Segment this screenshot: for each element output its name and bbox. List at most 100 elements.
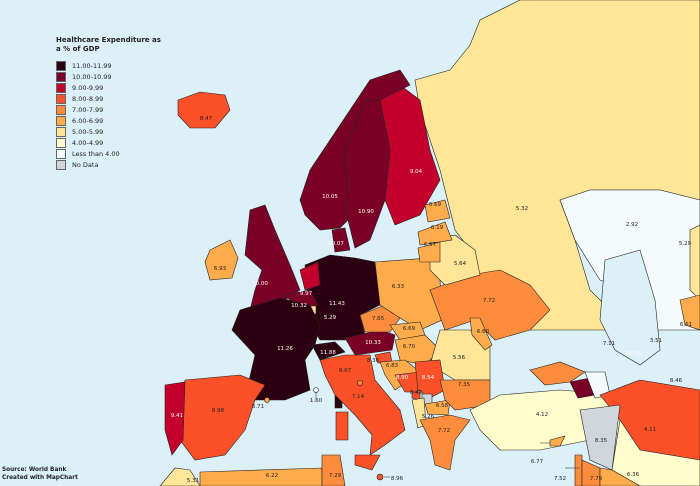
label: 8.35: [595, 438, 608, 444]
label: 6.71: [252, 404, 264, 410]
region-6.69-north[interactable]: [424, 199, 451, 223]
label: 11.26: [277, 346, 293, 352]
region-1.60[interactable]: [313, 387, 319, 393]
region-11.26[interactable]: [231, 297, 321, 401]
region-7.72-south[interactable]: [419, 414, 471, 471]
legend-swatch: [56, 93, 66, 104]
legend-label: 4.00-4.99: [72, 138, 104, 147]
legend-item: 9.00-9.99: [56, 82, 166, 93]
legend-item: 11.00-11.99: [56, 60, 166, 71]
legend-swatch: [56, 104, 66, 115]
legend-item: 6.00-6.99: [56, 115, 166, 126]
label: 6.22: [266, 473, 278, 479]
legend-item: No Data: [56, 159, 166, 170]
label: 10.07: [328, 241, 344, 247]
region-9.97[interactable]: [299, 261, 321, 291]
label: 6.36: [627, 472, 640, 478]
region-6.58[interactable]: [424, 399, 451, 416]
label: 8.42: [410, 390, 422, 396]
label: 8.90: [396, 375, 409, 381]
label: 10.03: [625, 351, 641, 357]
legend-swatch: [56, 82, 66, 93]
region-6.36[interactable]: [599, 467, 641, 486]
region-11.88[interactable]: [311, 341, 346, 361]
label: 6.70: [403, 344, 416, 350]
region-8.54[interactable]: [414, 359, 446, 399]
label: 5.56: [453, 355, 466, 361]
legend-swatch: [56, 71, 66, 82]
region-6.93[interactable]: [204, 239, 239, 281]
label: 11.88: [320, 350, 336, 356]
label: 8.30: [367, 358, 380, 364]
label: 1.60: [310, 398, 323, 404]
label: 4.12: [536, 412, 548, 418]
region-7.35[interactable]: [439, 379, 491, 411]
region-5.64[interactable]: [429, 234, 481, 286]
region-6.77[interactable]: [549, 435, 566, 447]
region-10.05[interactable]: [299, 69, 411, 231]
region-9.41[interactable]: [164, 381, 186, 456]
label: 7.14: [352, 394, 365, 400]
region-8.67-island-1[interactable]: [335, 411, 349, 441]
caspian-sea: [599, 249, 661, 366]
legend-swatch: [56, 115, 66, 126]
region-7.11[interactable]: [529, 361, 586, 386]
legend-title: Healthcare Expenditure as a % of GDP: [56, 36, 161, 53]
label: 7.35: [458, 382, 471, 388]
legend-label: 11.00-11.99: [72, 61, 112, 70]
region-6.57[interactable]: [417, 241, 441, 263]
region-7.79[interactable]: [581, 459, 601, 486]
label: 4.11: [644, 427, 656, 433]
label: 5.29: [679, 241, 692, 247]
label: 9.04: [410, 169, 423, 175]
label: 6.69: [429, 202, 442, 208]
label: 8.47: [200, 116, 213, 122]
region-6.22[interactable]: [199, 467, 323, 486]
legend-label: 6.00-6.99: [72, 116, 104, 125]
region-7.29[interactable]: [321, 454, 346, 486]
region-8.96[interactable]: [376, 473, 384, 481]
label: 6.33: [392, 284, 405, 290]
legend-swatch: [56, 137, 66, 148]
region-6.19[interactable]: [417, 221, 453, 246]
region-10.07[interactable]: [331, 227, 351, 253]
legend-label: 10.00-10.99: [72, 72, 112, 81]
label: 5.31: [187, 478, 199, 484]
leader-line: [315, 309, 326, 319]
region-8.67[interactable]: [319, 354, 406, 456]
label: 6.69: [403, 326, 416, 332]
label: 10.90: [358, 209, 374, 215]
legend-item: 5.00-5.99: [56, 126, 166, 137]
region-7.52[interactable]: [574, 454, 583, 486]
region-5.31[interactable]: [159, 467, 201, 486]
legend: Healthcare Expenditure as a % of GDP 11.…: [56, 36, 166, 170]
region-6.61[interactable]: [679, 294, 700, 331]
region-7.14[interactable]: [357, 380, 363, 386]
label: 10.05: [322, 194, 338, 200]
legend-swatch: [56, 159, 66, 170]
region-8.47[interactable]: [177, 91, 231, 129]
label: 2.92: [626, 222, 638, 228]
region-8.67-island-2[interactable]: [354, 454, 381, 471]
region-5.29-far[interactable]: [689, 224, 700, 301]
label: 8.98: [212, 408, 225, 414]
label: 7.79: [590, 476, 603, 482]
label: 10.00: [252, 281, 268, 287]
label: 8.96: [391, 476, 404, 482]
label: 7.65: [372, 316, 385, 322]
label: 7.11: [603, 341, 615, 347]
value-labels: 5.32 2.92 9.04 10.90 10.05 8.47 10.00 6.…: [171, 116, 692, 484]
label: 6.57: [424, 242, 437, 248]
legend-label: 9.00-9.99: [72, 83, 104, 92]
region-6.60[interactable]: [469, 317, 493, 351]
label: 6.58: [436, 403, 449, 409]
label: 6.93: [214, 266, 227, 272]
region-7.72-east[interactable]: [429, 269, 551, 341]
legend-label: 7.00-7.99: [72, 105, 104, 114]
label: 5.29: [324, 315, 337, 321]
credit-line: Created with MapChart: [2, 475, 78, 481]
region-6.71[interactable]: [264, 397, 270, 403]
legend-label: 5.00-5.99: [72, 127, 104, 136]
label: 9.97: [300, 291, 313, 297]
